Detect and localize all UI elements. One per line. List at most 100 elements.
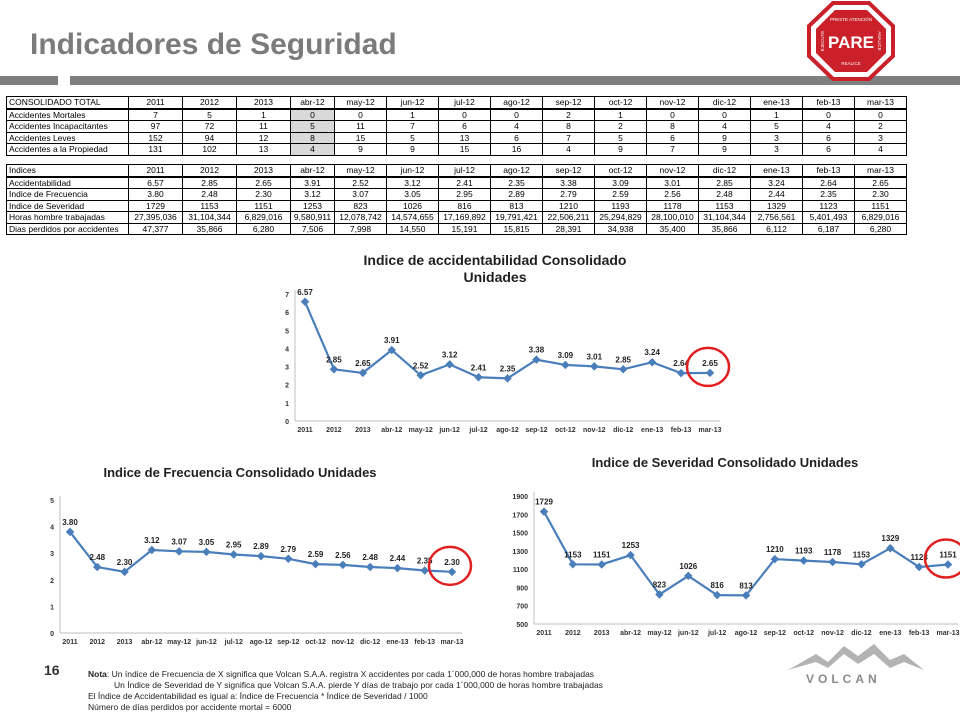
- table-cell: 0: [698, 108, 751, 121]
- table-cell: 1153: [182, 199, 237, 212]
- table-cell: 47,377: [128, 222, 183, 235]
- chart-title: Indice de Frecuencia Consolidado Unidade…: [103, 465, 376, 480]
- data-label: 2.56: [335, 551, 351, 560]
- data-label: 2.64: [673, 359, 689, 368]
- row-label: Horas hombre trabajadas: [6, 211, 129, 224]
- table-cell: 823: [334, 199, 387, 212]
- row-label: Accidentabilidad: [6, 176, 129, 189]
- column-header: jul-12: [438, 164, 491, 178]
- data-point: [799, 556, 808, 565]
- table-cell: 2.95: [438, 188, 491, 201]
- column-header: sep-12: [542, 96, 595, 110]
- table-cell: 25,294,829: [594, 211, 647, 224]
- table-cell: 2.52: [334, 176, 387, 189]
- table-row: Accidentes a la Propiedad 131 102 13 4 9 9 15 16…: [6, 143, 907, 156]
- y-tick-label: 1: [285, 401, 289, 408]
- x-tick-label: abr-12: [141, 639, 162, 646]
- table-cell: 1153: [698, 199, 751, 212]
- table-cell: 2.41: [438, 176, 491, 189]
- data-label: 3.09: [558, 351, 574, 360]
- x-tick-label: feb-13: [414, 639, 435, 646]
- y-tick-label: 3: [50, 551, 54, 558]
- note-line-2: Un Índice de Severidad de Y significa qu…: [114, 680, 603, 690]
- table-cell: 2.79: [542, 188, 595, 201]
- table-cell: 97: [128, 120, 183, 133]
- table-cell: 12,078,742: [334, 211, 387, 224]
- table-cell: 12: [236, 131, 291, 144]
- table-cell: 2.85: [698, 176, 751, 189]
- table-cell: 8: [646, 120, 699, 133]
- table-cell: 9: [698, 143, 751, 156]
- note-line-1: Un índice de Frecuencia de X significa q…: [111, 669, 595, 679]
- chart-title: Indice de Severidad Consolidado Unidades: [592, 455, 859, 470]
- table-cell: 2.65: [854, 176, 907, 189]
- indices-table: Indices 2011 2012 2013 abr-12 may-12 jun-12 jul…: [6, 164, 907, 235]
- table-cell: 15,815: [490, 222, 543, 235]
- x-tick-label: may-12: [647, 630, 671, 637]
- x-tick-label: 2012: [565, 630, 581, 637]
- y-tick-label: 6: [285, 310, 289, 317]
- table-cell: 6,280: [854, 222, 907, 235]
- data-point: [358, 368, 368, 378]
- table-cell: 0: [334, 108, 387, 121]
- volcan-brand: VOLCAN: [806, 672, 881, 686]
- row-label: Indice de Frecuencia: [6, 188, 129, 201]
- table-cell: 3.24: [750, 176, 803, 189]
- y-tick-label: 1700: [512, 512, 528, 519]
- data-label: 2.48: [89, 553, 105, 562]
- y-tick-label: 700: [516, 604, 528, 611]
- notes-label: Nota: [88, 669, 107, 679]
- table-cell: 11: [334, 120, 387, 133]
- page-number: 16: [44, 662, 60, 678]
- column-header: may-12: [334, 96, 387, 110]
- data-point: [561, 360, 570, 370]
- data-point: [568, 560, 578, 569]
- table-cell: 3.05: [386, 188, 439, 201]
- x-tick-label: jul-12: [468, 427, 487, 434]
- table-cell: 3.09: [594, 176, 647, 189]
- data-point: [597, 560, 606, 569]
- column-header: 2013: [236, 96, 291, 110]
- logo-caption-bottom: REALICE: [841, 61, 860, 66]
- data-point: [503, 374, 512, 383]
- table-cell: 2.89: [490, 188, 543, 201]
- table-cell: 9: [698, 131, 751, 144]
- table-cell: 1210: [542, 199, 595, 212]
- data-label: 1123: [910, 553, 928, 562]
- table-cell: 6: [490, 131, 543, 144]
- table-cell: 7: [386, 120, 439, 133]
- table-cell: 94: [182, 131, 237, 144]
- highlight-circle: [685, 346, 731, 388]
- data-label: 3.01: [586, 352, 602, 361]
- table-cell: 5,401,493: [802, 211, 855, 224]
- column-header: mar-13: [854, 96, 907, 110]
- x-tick-label: feb-13: [909, 630, 930, 637]
- table-cell: 0: [646, 108, 699, 121]
- x-tick-label: mar-13: [937, 630, 960, 637]
- x-tick-label: oct-12: [305, 639, 326, 646]
- table-header-row: Indices 2011 2012 2013 abr-12 may-12 jun-12 jul…: [6, 164, 907, 178]
- data-label: 1193: [795, 547, 813, 556]
- table-cell: 2.64: [802, 176, 855, 189]
- y-tick-label: 7: [285, 292, 289, 299]
- column-header: oct-12: [594, 164, 647, 178]
- table-cell: 3.80: [128, 188, 183, 201]
- data-point: [338, 560, 348, 570]
- stop-sign-logo: PARE PRESTE ATENCIÓN REALICE EJECUTE ANA…: [807, 1, 895, 81]
- data-point: [65, 527, 75, 537]
- data-label: 2.59: [308, 550, 324, 559]
- title-rule-right: [70, 76, 960, 85]
- y-tick-label: 1300: [512, 549, 528, 556]
- table-cell: 15: [334, 131, 387, 144]
- column-header: oct-12: [594, 96, 647, 110]
- table-cell: 6.57: [128, 176, 183, 189]
- table-cell: 0: [490, 108, 543, 121]
- x-tick-label: ene-13: [386, 639, 408, 646]
- data-label: 3.38: [529, 346, 545, 355]
- table-cell: 31,104,344: [182, 211, 237, 224]
- y-tick-label: 1: [50, 604, 54, 611]
- y-tick-label: 1900: [512, 494, 528, 501]
- table-cell: 0: [438, 108, 491, 121]
- data-point: [474, 373, 483, 382]
- table-cell: 7,998: [334, 222, 387, 235]
